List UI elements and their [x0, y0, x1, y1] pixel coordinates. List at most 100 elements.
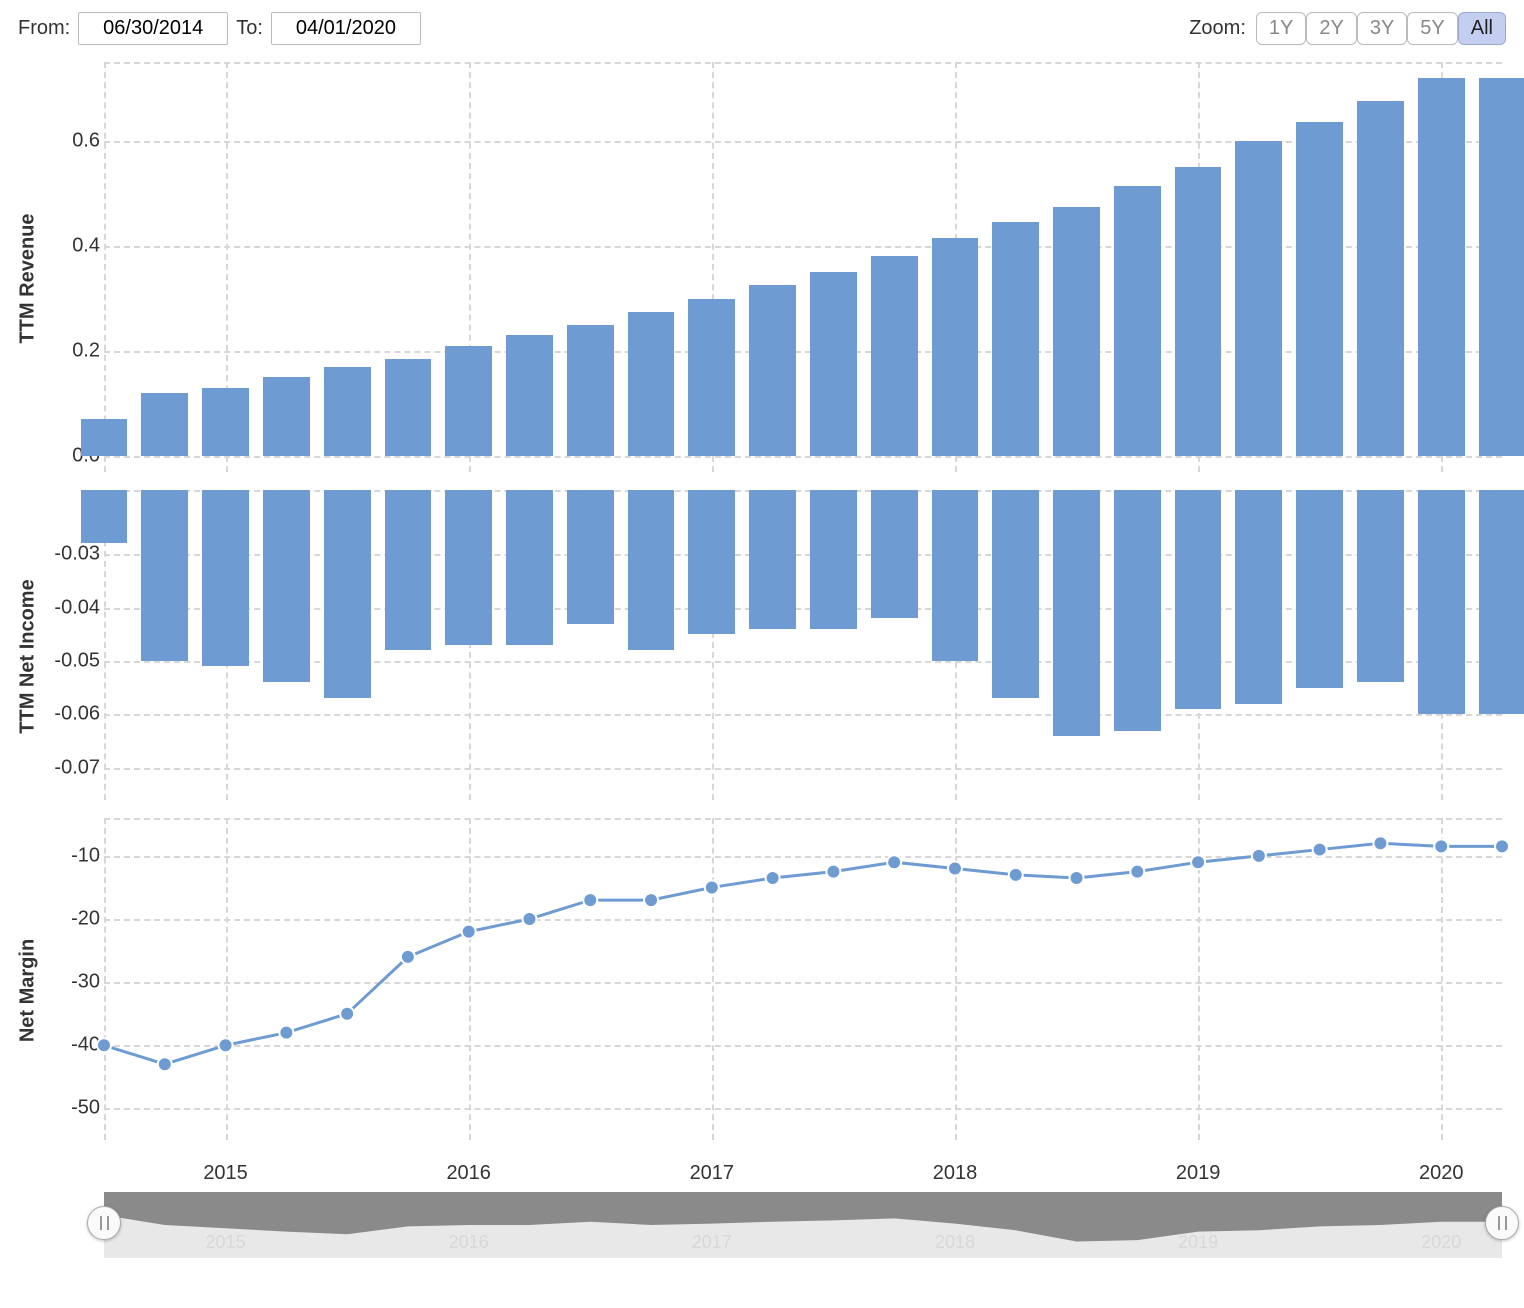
bar[interactable] [1418, 490, 1465, 714]
xtick-label: 2019 [1176, 1162, 1221, 1185]
bar[interactable] [1235, 141, 1282, 456]
plot-area-net_income[interactable] [104, 490, 1502, 800]
bar[interactable] [324, 490, 371, 698]
bar[interactable] [628, 312, 675, 457]
bar[interactable] [324, 367, 371, 456]
ytick-label: 0.4 [50, 234, 100, 257]
marker[interactable] [705, 880, 719, 894]
ytick-label: -10 [50, 844, 100, 867]
marker[interactable] [1009, 868, 1023, 882]
bar[interactable] [385, 490, 432, 650]
marker[interactable] [948, 862, 962, 876]
marker[interactable] [462, 925, 476, 939]
ylabel-net_income: TTM Net Income [17, 502, 40, 812]
bar[interactable] [1296, 490, 1343, 688]
marker[interactable] [887, 855, 901, 869]
marker[interactable] [1252, 849, 1266, 863]
scrubber-handle-left[interactable] [87, 1206, 121, 1240]
scrubber-year-label: 2016 [449, 1232, 489, 1253]
bar[interactable] [141, 393, 188, 456]
bar[interactable] [445, 346, 492, 456]
bar[interactable] [81, 490, 128, 543]
bar[interactable] [1175, 490, 1222, 709]
bar[interactable] [749, 490, 796, 629]
range-scrubber[interactable]: 201520162017201820192020 [104, 1192, 1502, 1258]
ytick-label: 0.2 [50, 340, 100, 363]
ytick-label: 0.6 [50, 129, 100, 152]
bar[interactable] [385, 359, 432, 456]
marker[interactable] [219, 1038, 233, 1052]
marker[interactable] [1495, 839, 1509, 853]
bar[interactable] [506, 490, 553, 645]
ytick-label: -0.04 [50, 596, 100, 619]
bar[interactable] [81, 419, 128, 456]
to-date-input[interactable] [271, 12, 421, 45]
marker[interactable] [766, 871, 780, 885]
ytick-label: -0.06 [50, 703, 100, 726]
scrubber-year-label: 2017 [692, 1232, 732, 1253]
zoom-btn-5y[interactable]: 5Y [1407, 12, 1457, 45]
bar[interactable] [1418, 78, 1465, 456]
marker[interactable] [826, 865, 840, 879]
bar[interactable] [1357, 101, 1404, 456]
bar[interactable] [688, 490, 735, 634]
bar[interactable] [992, 222, 1039, 456]
bar[interactable] [992, 490, 1039, 698]
bar[interactable] [1114, 186, 1161, 457]
xtick-label: 2015 [203, 1162, 248, 1185]
marker[interactable] [1313, 843, 1327, 857]
bar[interactable] [749, 285, 796, 456]
bar[interactable] [1479, 490, 1524, 714]
zoom-btn-all[interactable]: All [1458, 12, 1506, 45]
bar[interactable] [567, 490, 614, 624]
scrubber-handle-right[interactable] [1485, 1206, 1519, 1240]
marker[interactable] [583, 893, 597, 907]
marker[interactable] [644, 893, 658, 907]
marker[interactable] [1434, 839, 1448, 853]
zoom-btn-2y[interactable]: 2Y [1306, 12, 1356, 45]
bar[interactable] [932, 238, 979, 456]
bar[interactable] [871, 490, 918, 618]
bar[interactable] [1053, 207, 1100, 457]
scrubber-year-label: 2018 [935, 1232, 975, 1253]
bar[interactable] [810, 272, 857, 456]
marker[interactable] [340, 1007, 354, 1021]
bar[interactable] [628, 490, 675, 650]
marker[interactable] [97, 1038, 111, 1052]
bar[interactable] [567, 325, 614, 456]
bar[interactable] [1235, 490, 1282, 704]
marker[interactable] [158, 1057, 172, 1071]
bar[interactable] [1114, 490, 1161, 731]
plot-area-revenue[interactable] [104, 62, 1502, 472]
zoom-controls: Zoom: 1Y2Y3Y5YAll [1189, 12, 1506, 45]
marker[interactable] [1373, 836, 1387, 850]
bar[interactable] [1296, 122, 1343, 456]
marker[interactable] [1130, 865, 1144, 879]
plot-area-net_margin[interactable] [104, 818, 1502, 1140]
zoom-btn-1y[interactable]: 1Y [1256, 12, 1306, 45]
bar[interactable] [445, 490, 492, 645]
bar[interactable] [506, 335, 553, 456]
marker[interactable] [522, 912, 536, 926]
bar[interactable] [263, 377, 310, 456]
bar[interactable] [1053, 490, 1100, 736]
zoom-btn-3y[interactable]: 3Y [1357, 12, 1407, 45]
marker[interactable] [1191, 855, 1205, 869]
marker[interactable] [279, 1026, 293, 1040]
bar[interactable] [932, 490, 979, 661]
bar[interactable] [202, 388, 249, 456]
bar[interactable] [1175, 167, 1222, 456]
bar[interactable] [871, 256, 918, 456]
panel-revenue: 0.00.20.40.6 [42, 62, 1506, 472]
bar[interactable] [1357, 490, 1404, 682]
bar[interactable] [202, 490, 249, 666]
marker[interactable] [401, 950, 415, 964]
xtick-label: 2018 [933, 1162, 978, 1185]
bar[interactable] [688, 299, 735, 457]
bar[interactable] [263, 490, 310, 682]
bar[interactable] [141, 490, 188, 661]
bar[interactable] [810, 490, 857, 629]
marker[interactable] [1070, 871, 1084, 885]
bar[interactable] [1479, 78, 1524, 456]
from-date-input[interactable] [78, 12, 228, 45]
